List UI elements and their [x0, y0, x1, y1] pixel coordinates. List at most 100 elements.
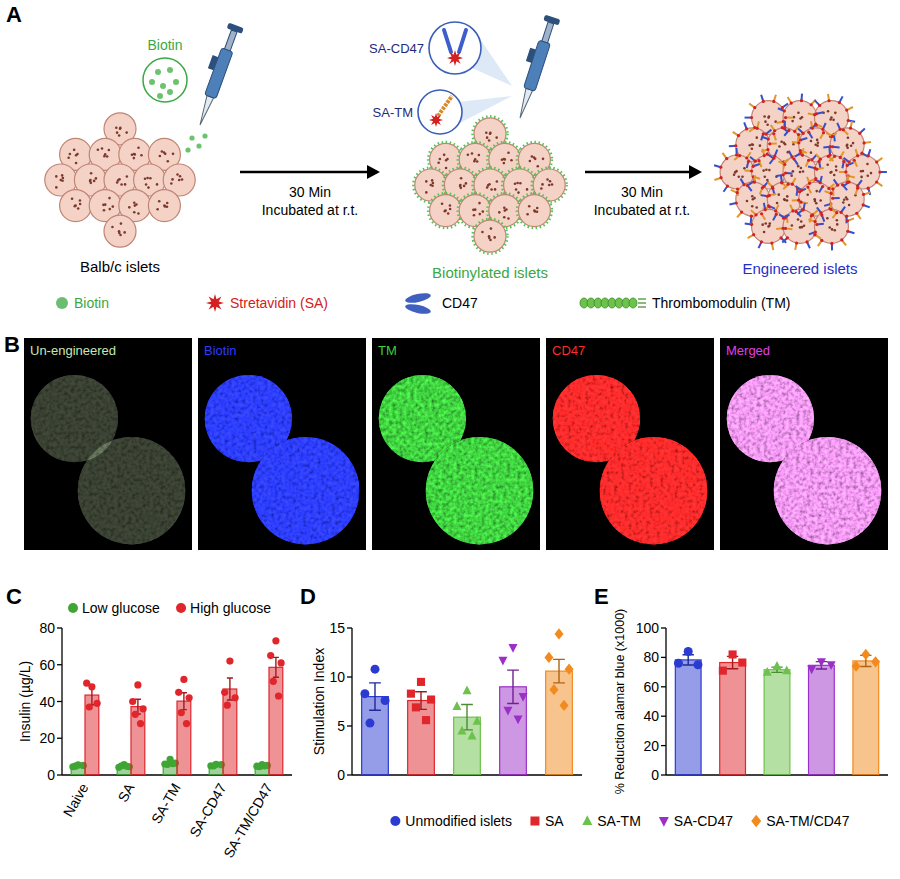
streptavidin	[875, 160, 878, 163]
y-tick-label: 5	[337, 718, 345, 734]
cell-dot	[163, 151, 166, 154]
cell-dot	[108, 197, 111, 200]
cell-dot	[115, 127, 118, 130]
streptavidin	[782, 173, 785, 176]
point	[365, 719, 374, 728]
bar	[720, 663, 746, 775]
cell-dot	[496, 180, 499, 183]
image-frame	[372, 338, 540, 550]
cell-dot	[101, 147, 104, 150]
streptavidin	[875, 180, 878, 183]
legend-label: High glucose	[190, 600, 271, 616]
cell-dot	[77, 207, 80, 210]
streptavidin	[839, 211, 842, 214]
biotin-dot	[155, 69, 161, 75]
cell-dot	[478, 213, 481, 216]
streptavidin	[821, 128, 824, 131]
cell-dot	[472, 209, 475, 212]
cell-dot	[79, 199, 82, 202]
cell	[752, 209, 786, 243]
streptavidin	[762, 185, 765, 188]
cell-dot	[134, 153, 137, 156]
cell-dot	[432, 182, 435, 185]
point	[782, 665, 791, 674]
cell-dot	[449, 208, 452, 211]
cell-dot	[768, 169, 771, 172]
streptavidin	[795, 241, 798, 244]
pipette-tip	[197, 96, 214, 127]
chart-panel: E020406080100% Reduction alamar blue (x1…	[594, 584, 888, 794]
cell-dot	[133, 211, 136, 214]
legend-icon	[404, 302, 431, 315]
streptavidin	[767, 137, 770, 140]
point	[871, 656, 880, 667]
streptavidin	[763, 154, 766, 157]
cell-dot	[516, 182, 519, 185]
point	[407, 690, 415, 698]
cell-dot	[437, 161, 440, 164]
streptavidin	[775, 213, 778, 216]
cell	[767, 128, 801, 162]
cell-dot	[734, 171, 737, 174]
cell-dot	[112, 205, 115, 208]
streptavidin	[820, 239, 823, 242]
cell-dot	[846, 198, 849, 201]
point	[221, 689, 228, 696]
point	[267, 652, 274, 659]
point	[178, 709, 185, 716]
point	[544, 652, 553, 663]
cell-dot	[763, 231, 766, 234]
streptavidin	[848, 160, 851, 163]
image-label: TM	[378, 343, 397, 358]
streptavidin	[780, 181, 783, 184]
streptavidin	[811, 213, 814, 216]
cell-dot	[102, 204, 105, 207]
image-frame	[24, 338, 192, 550]
point	[817, 658, 826, 667]
cell-dot	[762, 169, 765, 172]
islet-image	[379, 375, 534, 545]
cell-dot	[481, 231, 484, 234]
cell-dot	[503, 162, 506, 165]
callout	[429, 22, 481, 74]
cell-dot	[140, 154, 143, 157]
micrograph: Merged	[720, 338, 888, 550]
y-tick	[661, 774, 666, 775]
streptavidin	[810, 158, 813, 161]
streptavidin	[797, 141, 800, 144]
cell-dot	[444, 210, 447, 213]
bar	[408, 701, 435, 775]
cell-dot	[826, 217, 829, 220]
islet	[78, 437, 186, 545]
streptavidin	[750, 169, 753, 172]
cell-dot	[817, 141, 820, 144]
legend-label: Thrombomodulin (TM)	[652, 295, 790, 311]
streptavidin	[794, 210, 797, 213]
cell-dot	[75, 162, 78, 165]
pipette-hook	[526, 48, 536, 63]
bar	[85, 695, 99, 775]
cell-dot	[835, 169, 838, 172]
point	[175, 689, 182, 696]
cell-dot	[759, 144, 762, 147]
streptavidin	[787, 183, 790, 186]
legend-marker	[68, 603, 78, 613]
cell-dot	[61, 174, 64, 177]
legend-icon	[638, 298, 646, 299]
islet	[774, 437, 882, 545]
cell-dot	[778, 145, 781, 148]
streptavidin	[760, 212, 763, 215]
streptavidin	[750, 223, 753, 226]
error-bar	[683, 655, 694, 665]
streptavidin	[726, 184, 729, 187]
cell-dot	[104, 153, 107, 156]
streptavidin	[846, 164, 849, 167]
callout	[418, 90, 462, 134]
cell-dot	[741, 175, 744, 178]
cell-dot	[179, 175, 182, 178]
cell-dot	[870, 172, 873, 175]
cell-dot	[780, 140, 783, 143]
streptavidin	[766, 195, 769, 198]
micrograph: Biotin	[198, 338, 366, 550]
cell-dot	[71, 197, 74, 200]
